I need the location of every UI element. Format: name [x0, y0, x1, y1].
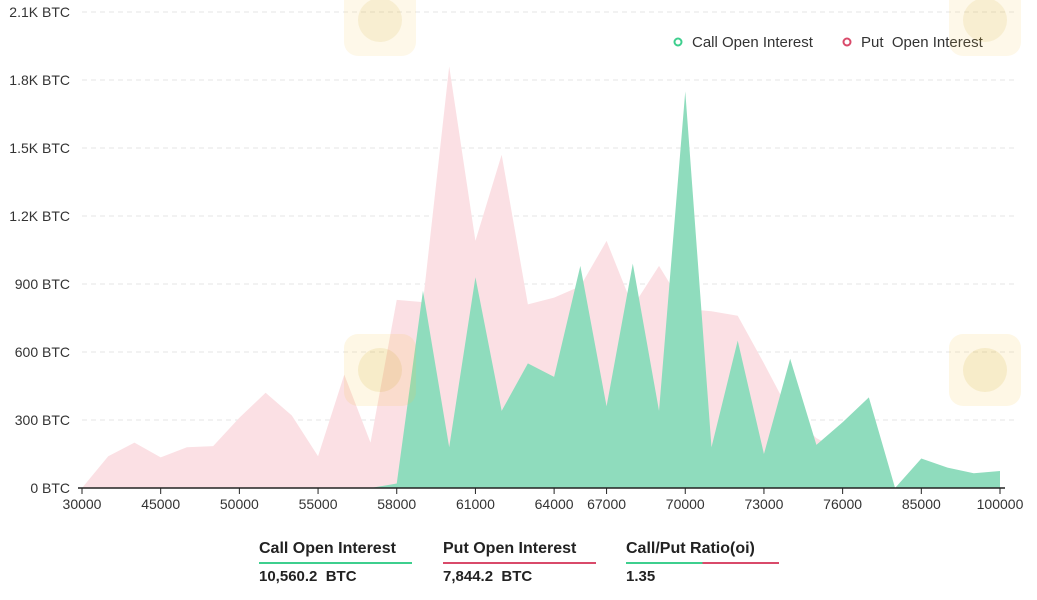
stat-underline-put [443, 562, 596, 564]
x-tick-label: 70000 [666, 496, 705, 512]
x-tick-label: 55000 [299, 496, 338, 512]
stat-value: 7,844.2 BTC [443, 568, 533, 585]
x-tick-label: 73000 [744, 496, 783, 512]
legend[interactable]: Call Open Interest Put Open Interest [673, 34, 984, 51]
y-tick-label: 1.8K BTC [9, 72, 70, 88]
stat-underline-call [259, 562, 412, 564]
y-tick-label: 600 BTC [15, 344, 70, 360]
stat-label: Call Open Interest [259, 540, 396, 557]
x-tick-label: 50000 [220, 496, 259, 512]
area-layer [82, 66, 1000, 489]
stat-label: Put Open Interest [443, 540, 577, 557]
x-tick-label: 85000 [902, 496, 941, 512]
stat-call-open-interest: Call Open Interest 10,560.2 BTC [259, 540, 412, 585]
x-tick-label: 64000 [535, 496, 574, 512]
x-tick-label: 76000 [823, 496, 862, 512]
x-tick-label: 58000 [377, 496, 416, 512]
y-tick-label: 2.1K BTC [9, 4, 70, 20]
stat-call-put-ratio: Call/Put Ratio(oi) 1.35 [626, 540, 779, 585]
legend-item-call[interactable]: Call Open Interest [673, 34, 814, 51]
put-open-interest-area [82, 66, 1000, 489]
legend-marker-icon [842, 37, 852, 47]
axis-layer: 0 BTC 300 BTC 600 BTC 900 BTC 1.2K BTC 1.5K B… [9, 4, 1023, 512]
y-tick-label: 300 BTC [15, 412, 70, 428]
legend-label: Call Open Interest [692, 34, 814, 51]
y-tick-label: 900 BTC [15, 276, 70, 292]
y-tick-label: 0 BTC [30, 480, 70, 496]
grid-layer [82, 11, 1015, 421]
legend-marker-icon [673, 37, 683, 47]
stat-value: 10,560.2 BTC [259, 568, 357, 585]
x-tick-label: 30000 [63, 496, 102, 512]
y-tick-label: 1.2K BTC [9, 208, 70, 224]
x-tick-label: 45000 [141, 496, 180, 512]
stat-put-open-interest: Put Open Interest 7,844.2 BTC [443, 540, 596, 585]
x-tick-label: 67000 [587, 496, 626, 512]
stat-value: 1.35 [626, 568, 656, 585]
x-tick-label: 61000 [456, 496, 495, 512]
stat-label: Call/Put Ratio(oi) [626, 540, 755, 557]
legend-label: Put Open Interest [861, 34, 984, 51]
y-tick-label: 1.5K BTC [9, 140, 70, 156]
stat-underline-ratio [626, 562, 779, 564]
call-open-interest-area [82, 91, 1000, 488]
x-tick-label: 100000 [977, 496, 1024, 512]
legend-item-put[interactable]: Put Open Interest [842, 34, 984, 51]
